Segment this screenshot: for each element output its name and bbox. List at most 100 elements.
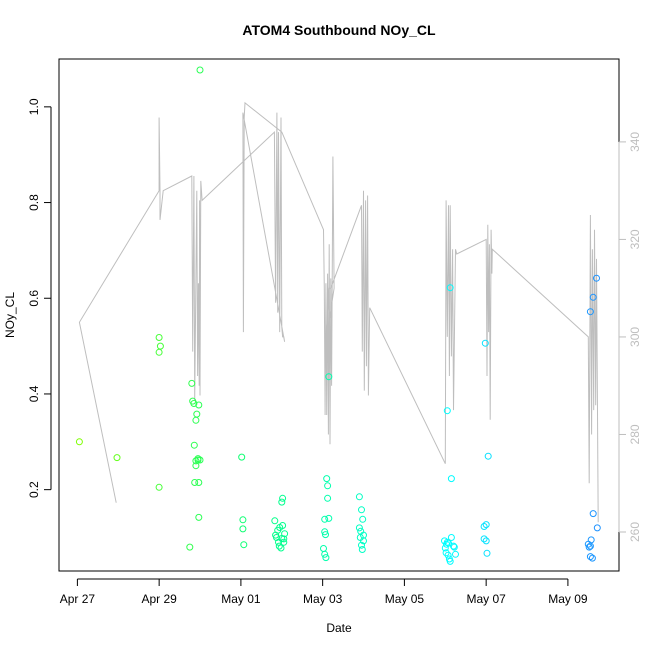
data-point [271,517,279,525]
data-point [482,521,490,529]
x-axis: Apr 27 Apr 29 May 01 May 03 May 05 May 07 May … [60,578,588,606]
data-point [321,515,329,523]
data-point [450,543,458,551]
data-point [194,456,202,464]
data-point [588,554,596,562]
data-point [195,479,203,486]
data-point [447,475,455,483]
data-point [277,544,285,552]
data-point [482,537,490,545]
y2-tick-label: 320 [628,229,642,249]
y2-tick-label: 260 [628,522,642,542]
data-point [321,550,329,558]
data-point [239,525,247,533]
plot-frame [58,58,620,572]
data-point [358,506,365,514]
data-point [195,401,203,409]
data-point [593,274,600,282]
data-point [360,531,367,539]
data-point [113,454,121,462]
data-point [322,531,329,539]
x-tick-label: Apr 27 [60,592,96,606]
data-point [322,554,330,562]
data-point [359,515,367,523]
data-point [324,482,332,490]
data-point [355,493,363,501]
y-tick-label: 1.0 [27,98,41,115]
data-point [450,542,457,550]
y-axis-label: NOy_CL [3,292,17,338]
data-point [480,523,488,530]
x-tick-label: May 03 [303,592,343,606]
data-point [238,453,246,461]
data-point [483,549,491,557]
data-point [445,539,452,547]
data-point [195,513,203,521]
data-point [192,416,200,424]
data-point [320,545,327,552]
secondary-line [78,101,599,523]
data-point [447,534,455,541]
plot-area [58,58,620,572]
data-point [444,551,452,559]
data-point [240,541,248,549]
data-point [480,535,488,543]
data-point [186,543,194,551]
data-point [443,538,451,546]
data-point [586,553,594,561]
y2-tick-label: 300 [628,327,642,347]
data-point [358,546,366,553]
x-axis-label: Date [326,621,352,635]
data-point [191,479,199,486]
y-axis: 0.2 0.4 0.6 0.8 1.0 [27,98,52,498]
data-point [585,543,593,551]
data-point [75,438,83,446]
data-point [155,348,163,356]
y-tick-label: 0.8 [27,194,41,211]
data-point [446,284,454,292]
x-tick-label: May 05 [385,592,425,606]
y-tick-label: 0.6 [27,290,41,307]
y2-tick-label: 340 [628,132,642,152]
x-tick-label: Apr 29 [141,592,177,606]
data-point [587,536,595,544]
data-point [278,498,286,506]
data-point [355,524,363,532]
chart-title: ATOM4 Southbound NOy_CL [242,22,436,38]
data-point [446,557,454,565]
data-point [193,410,201,418]
x-tick-label: May 07 [466,592,506,606]
data-point [280,538,288,546]
secondary-series-line [78,101,599,523]
x-tick-label: May 01 [221,592,261,606]
data-point [324,494,332,502]
data-point [196,456,204,464]
data-point [325,373,333,381]
data-point [358,541,365,549]
data-point [190,441,198,449]
data-point [188,379,196,387]
data-point [275,542,283,550]
data-point [484,452,492,460]
data-point [279,522,287,529]
data-point [323,475,331,483]
data-point [586,308,594,316]
data-point [156,342,164,350]
data-point [155,334,163,341]
data-point [190,400,198,407]
y2-axis: 260 280 300 320 340 [618,132,642,542]
y-tick-label: 0.2 [27,481,41,498]
data-point [239,516,247,524]
data-point [443,407,451,415]
data-point [481,339,489,347]
data-point [452,550,459,558]
data-point [593,524,601,532]
y2-tick-label: 280 [628,424,642,444]
data-point [196,66,204,74]
primary-series-points [75,66,601,565]
x-tick-label: May 09 [548,592,588,606]
y-tick-label: 0.4 [27,385,41,402]
data-point [321,528,329,536]
data-point [279,494,287,502]
